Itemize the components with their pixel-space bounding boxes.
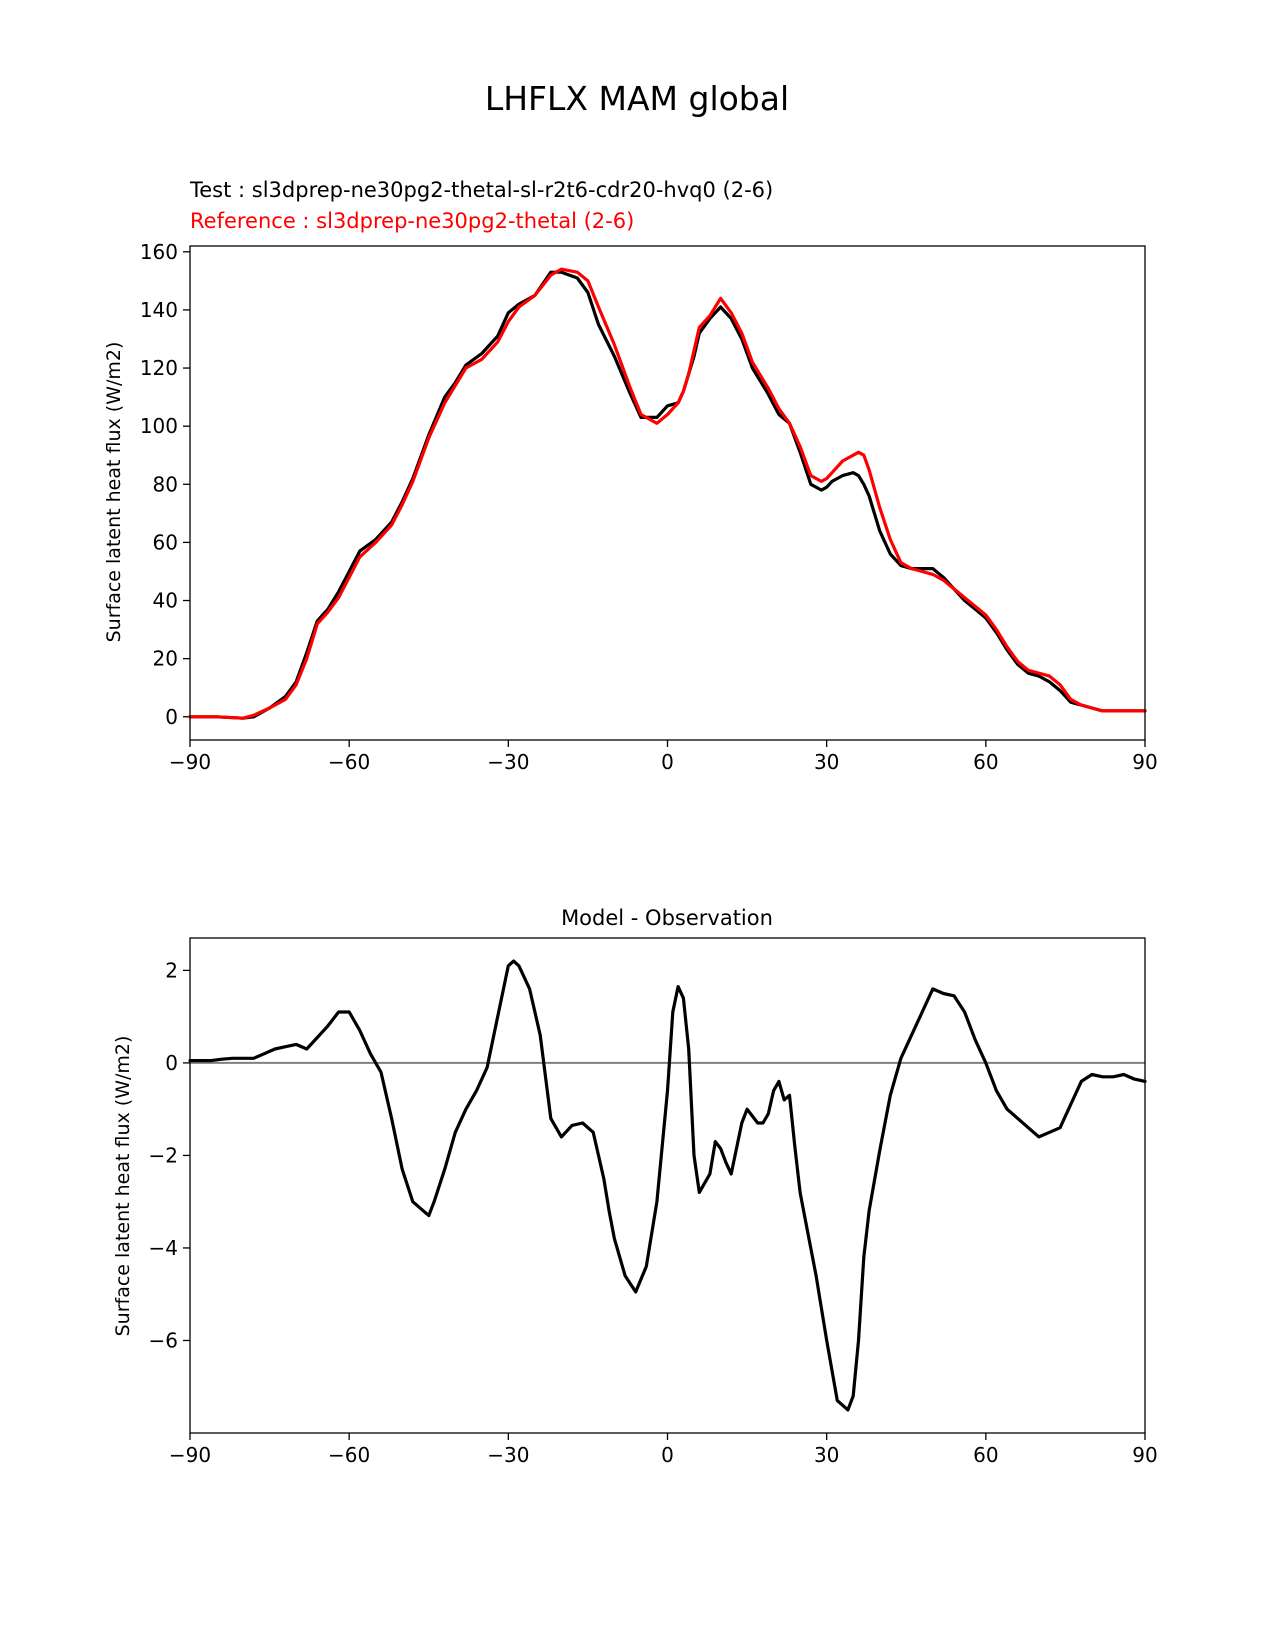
bottom-plot-area: −90 −60 −30 0 30 60 90 2 0 −2 −4 −6 — [149, 958, 1158, 1467]
y-tick-label: 120 — [140, 356, 178, 380]
bottom-title: Model - Observation — [561, 906, 773, 930]
x-tick-label: −90 — [169, 1443, 211, 1467]
x-tick-label: −90 — [169, 750, 211, 774]
x-tick-label: 90 — [1132, 750, 1157, 774]
x-tick-label: 60 — [973, 750, 998, 774]
figure-title: LHFLX MAM global — [485, 79, 789, 118]
y-tick-label: 100 — [140, 414, 178, 438]
top-title-reference: Reference : sl3dprep-ne30pg2-thetal (2-6… — [190, 209, 634, 233]
x-tick-label: −30 — [487, 1443, 529, 1467]
x-tick-label: 30 — [814, 1443, 839, 1467]
series-line-reference — [188, 267, 1147, 720]
y-tick-label: 0 — [165, 1051, 178, 1075]
y-tick-label: 2 — [165, 958, 178, 982]
y-tick-label: 20 — [153, 647, 178, 671]
bottom-y-axis-label: Surface latent heat flux (W/m2) — [112, 1036, 134, 1337]
x-tick-label: −30 — [487, 750, 529, 774]
x-tick-label: 60 — [973, 1443, 998, 1467]
x-tick-label: 0 — [661, 1443, 674, 1467]
y-tick-label: 0 — [165, 705, 178, 729]
series-line-model-observation — [188, 959, 1147, 1412]
y-tick-label: −2 — [149, 1143, 178, 1167]
y-tick-label: 60 — [153, 530, 178, 554]
top-title-test: Test : sl3dprep-ne30pg2-thetal-sl-r2t6-c… — [189, 178, 773, 202]
x-tick-label: −60 — [328, 750, 370, 774]
bottom-axes-frame — [189, 937, 1146, 1434]
x-tick-label: 30 — [814, 750, 839, 774]
y-tick-label: 80 — [153, 472, 178, 496]
top-plot-area: −90 −60 −30 0 30 60 90 0 20 40 60 80 100 120 140 160 — [140, 240, 1158, 774]
y-tick-label: 160 — [140, 240, 178, 264]
x-tick-label: −60 — [328, 1443, 370, 1467]
y-tick-label: 140 — [140, 298, 178, 322]
bottom-panel: Model - Observation Surface latent heat … — [112, 906, 1158, 1467]
x-tick-label: 90 — [1132, 1443, 1157, 1467]
top-y-axis-label: Surface latent heat flux (W/m2) — [103, 342, 125, 643]
y-tick-label: −6 — [149, 1328, 178, 1352]
x-tick-label: 0 — [661, 750, 674, 774]
y-tick-label: −4 — [149, 1236, 178, 1260]
top-axes-frame — [189, 245, 1146, 741]
top-panel: Test : sl3dprep-ne30pg2-thetal-sl-r2t6-c… — [103, 178, 1158, 774]
y-tick-label: 40 — [153, 589, 178, 613]
